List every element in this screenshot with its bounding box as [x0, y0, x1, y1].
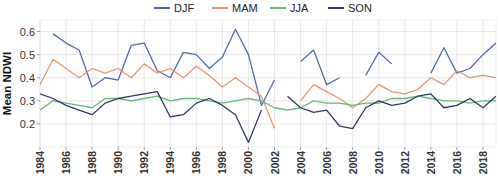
legend-key [154, 7, 170, 9]
x-tick [144, 147, 145, 150]
y-tick [37, 100, 40, 101]
x-tick [300, 147, 301, 150]
x-tick [352, 147, 353, 150]
x-tick-label: 2014 [425, 151, 437, 175]
legend-label: MAM [232, 2, 258, 14]
y-grid-line [40, 123, 496, 124]
y-tick-label: 0.4 [20, 72, 35, 84]
x-grid-line [92, 20, 93, 147]
y-tick-label: 0.6 [20, 26, 35, 38]
x-tick-label: 2006 [321, 151, 333, 175]
x-tick-label: 1986 [60, 151, 72, 175]
y-tick-label: 0.5 [20, 49, 35, 61]
lines [40, 29, 496, 142]
x-tick [430, 147, 431, 150]
series-line [40, 92, 496, 143]
grid [40, 20, 496, 147]
x-tick [378, 147, 379, 150]
x-grid-line [118, 20, 119, 147]
x-tick-label: 1998 [216, 151, 228, 175]
legend-label: DJF [174, 2, 194, 14]
legend-label: SON [348, 2, 372, 14]
x-grid-line [196, 20, 197, 147]
y-tick [37, 123, 40, 124]
x-tick [196, 147, 197, 150]
legend-key [212, 7, 228, 9]
x-tick-label: 1996 [190, 151, 202, 175]
y-tick-label: 0.2 [20, 118, 35, 130]
x-tick-label: 2016 [451, 151, 463, 175]
x-tick [248, 147, 249, 150]
x-tick [274, 147, 275, 150]
x-tick [456, 147, 457, 150]
x-tick [404, 147, 405, 150]
x-tick-label: 2002 [269, 151, 281, 175]
x-grid-line [170, 20, 171, 147]
x-tick-label: 1990 [112, 151, 124, 175]
chart: 0.2 0.3 0.4 0.5 0.6 1984 1986 1988 1990 1992 1994 1… [0, 0, 500, 176]
x-tick [222, 147, 223, 150]
y-tick [37, 77, 40, 78]
x-grid-line [248, 20, 249, 147]
y-tick-label: 0.3 [20, 95, 35, 107]
x-grid-line [66, 20, 67, 147]
y-grid-line [40, 100, 496, 101]
series-line [40, 96, 496, 110]
y-axis-title: Mean NDWI [1, 52, 13, 115]
x-tick [170, 147, 171, 150]
x-grid-line [404, 20, 405, 147]
x-tick-label: 1984 [34, 151, 46, 175]
x-grid-line [430, 20, 431, 147]
x-tick [118, 147, 119, 150]
x-grid-line [482, 20, 483, 147]
x-tick [92, 147, 93, 150]
x-tick-label: 2018 [477, 151, 489, 175]
x-grid-line [456, 20, 457, 147]
x-tick [66, 147, 67, 150]
x-tick-label: 2000 [242, 151, 254, 175]
plot-frame [40, 20, 496, 147]
legend-label: JJA [290, 2, 309, 14]
x-tick-label: 1992 [138, 151, 150, 175]
legend-key [328, 7, 344, 9]
y-grid-line [40, 31, 496, 32]
x-tick [482, 147, 483, 150]
x-grid-line [378, 20, 379, 147]
x-tick [40, 147, 41, 150]
x-tick-label: 2010 [373, 151, 385, 175]
y-tick [37, 54, 40, 55]
x-grid-line [144, 20, 145, 147]
x-tick-label: 2004 [295, 151, 307, 175]
legend: DJF MAM JJA SON [154, 2, 372, 14]
y-grid-line [40, 54, 496, 55]
legend-key [270, 7, 286, 9]
x-tick-label: 2008 [347, 151, 359, 175]
x-grid-line [300, 20, 301, 147]
y-tick [37, 31, 40, 32]
x-tick-label: 2012 [399, 151, 411, 175]
x-tick [326, 147, 327, 150]
x-tick-label: 1988 [86, 151, 98, 175]
x-grid-line [222, 20, 223, 147]
x-tick-label: 1994 [164, 151, 176, 175]
